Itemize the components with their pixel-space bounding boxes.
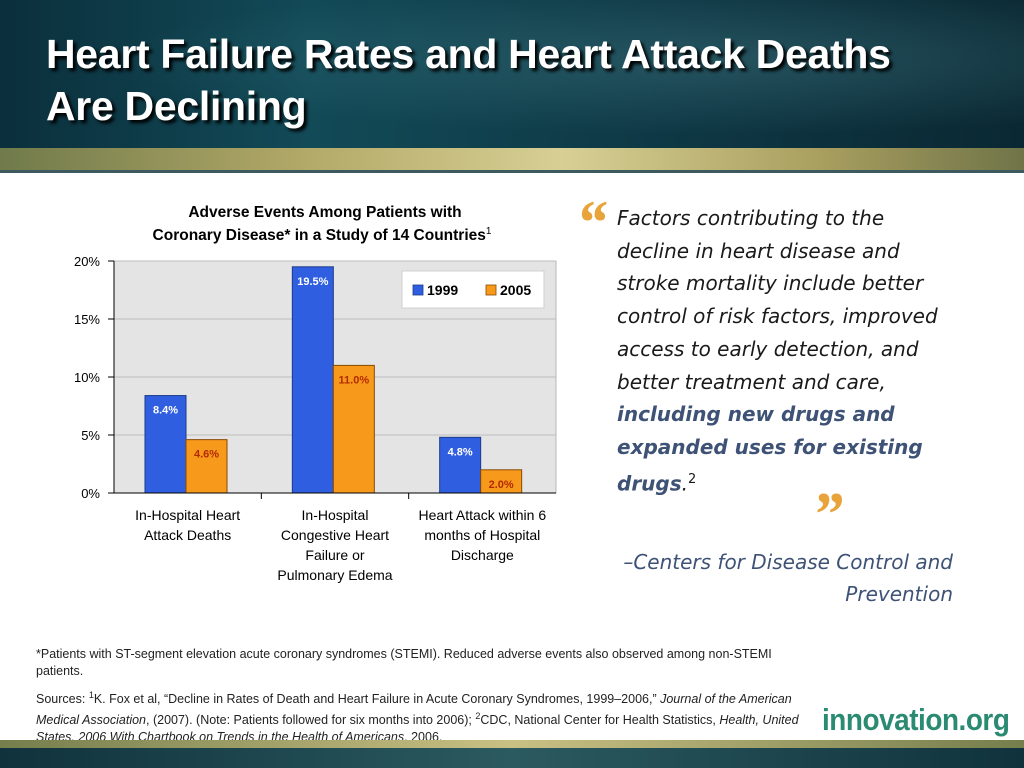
y-tick-label: 15% xyxy=(74,312,100,327)
data-label-1999-0: 8.4% xyxy=(153,405,178,417)
bar-chart: Adverse Events Among Patients with Coron… xyxy=(74,204,557,583)
y-tick-label: 20% xyxy=(74,254,100,269)
legend-swatch-1999 xyxy=(412,284,424,296)
x-category-label-line: Heart Attack within 6 xyxy=(419,507,547,523)
source-ref-1: 1 xyxy=(88,690,94,700)
legend-label-1999: 1999 xyxy=(427,282,458,298)
data-label-2005-0: 4.6% xyxy=(194,449,219,461)
legend: 1999 2005 xyxy=(401,270,545,309)
chart-title-line-1: Adverse Events Among Patients with xyxy=(188,204,461,221)
legend-swatch-2005 xyxy=(485,284,497,296)
accent-divider xyxy=(0,170,1024,173)
quote-attribution: –Centers for Disease Control and Prevent… xyxy=(623,550,953,606)
source-1-text: K. Fox et al, “Decline in Rates of Death… xyxy=(93,692,661,707)
y-axis-ticks: 0% 5% 10% 15% 20% xyxy=(74,254,114,501)
x-category-label-line: Pulmonary Edema xyxy=(277,567,392,583)
header-band xyxy=(0,0,1024,148)
open-quote-mark: “ xyxy=(576,189,607,257)
bar-2005-1 xyxy=(332,364,375,494)
bar-1999-0 xyxy=(144,395,187,494)
x-category-label-line: Failure or xyxy=(305,547,364,563)
source-1-journal: Journal of the American Medical Associat… xyxy=(36,692,792,728)
chart-title-ref: 1 xyxy=(486,226,492,237)
legend-box xyxy=(401,270,545,309)
quote-ref: 2 xyxy=(688,471,697,487)
x-axis-categories: In-Hospital Heart Attack DeathsIn-Hospita… xyxy=(135,507,546,583)
data-label-1999-2: 4.8% xyxy=(448,446,473,458)
source-1-tail: , (2007). (Note: Patients followed for s… xyxy=(146,713,476,728)
y-tick-label: 0% xyxy=(81,486,100,501)
source-2-text: CDC, National Center for Health Statisti… xyxy=(480,713,720,728)
x-category-label-line: In-Hospital Heart xyxy=(135,507,240,523)
legend-label-2005: 2005 xyxy=(500,282,531,298)
accent-band xyxy=(0,148,1024,170)
quote-text: Factors contributing to the decline in h… xyxy=(617,202,962,500)
bottom-accent-band xyxy=(0,740,1024,748)
source-ref-2: 2 xyxy=(475,711,481,722)
x-category-label-0: In-Hospital Heart Attack Deaths xyxy=(135,507,240,543)
data-label-2005-2: 2.0% xyxy=(489,479,514,491)
x-category-label-1: In-Hospital Congestive Heart Failure or Pul… xyxy=(277,507,392,583)
x-category-label-line: months of Hospital xyxy=(424,527,540,543)
data-labels-group: 8.4% 19.5% 4.8% 4.6% 11.0% 2.0% xyxy=(153,276,514,491)
x-category-label-2: Heart Attack within 6 months of Hospital D… xyxy=(419,507,547,563)
chart-title-line-2: Coronary Disease* in a Study of 14 Count… xyxy=(153,226,492,244)
quote-emphasis: including new drugs and expanded uses fo… xyxy=(617,402,923,496)
quote-body: Factors contributing to the decline in h… xyxy=(617,206,938,394)
bar-2005-0 xyxy=(185,439,228,494)
quote-period: . xyxy=(681,471,688,496)
innovation-logo: innovation.org xyxy=(822,702,1010,737)
x-category-label-line: Congestive Heart xyxy=(281,527,389,543)
footnote: *Patients with ST-segment elevation acut… xyxy=(36,647,772,678)
chart-title-text: Coronary Disease* in a Study of 14 Count… xyxy=(153,227,486,244)
x-category-label-line: Discharge xyxy=(451,547,514,563)
bar-1999-1 xyxy=(291,266,334,494)
x-category-label-line: Attack Deaths xyxy=(144,527,231,543)
sources: Sources: 1K. Fox et al, “Decline in Rate… xyxy=(36,687,816,746)
header-sheen xyxy=(0,0,1024,148)
close-quote-mark: ” xyxy=(812,481,843,549)
sources-lead: Sources: xyxy=(36,692,89,707)
bottom-bar xyxy=(0,748,1024,768)
data-label-1999-1: 19.5% xyxy=(297,276,328,288)
x-category-label-line: In-Hospital xyxy=(302,507,369,523)
data-label-2005-1: 11.0% xyxy=(339,374,370,386)
bar-1999-2 xyxy=(439,436,482,494)
slide-title: Heart Failure Rates and Heart Attack Dea… xyxy=(46,31,891,129)
y-tick-label: 10% xyxy=(74,370,100,385)
y-tick-label: 5% xyxy=(81,428,100,443)
